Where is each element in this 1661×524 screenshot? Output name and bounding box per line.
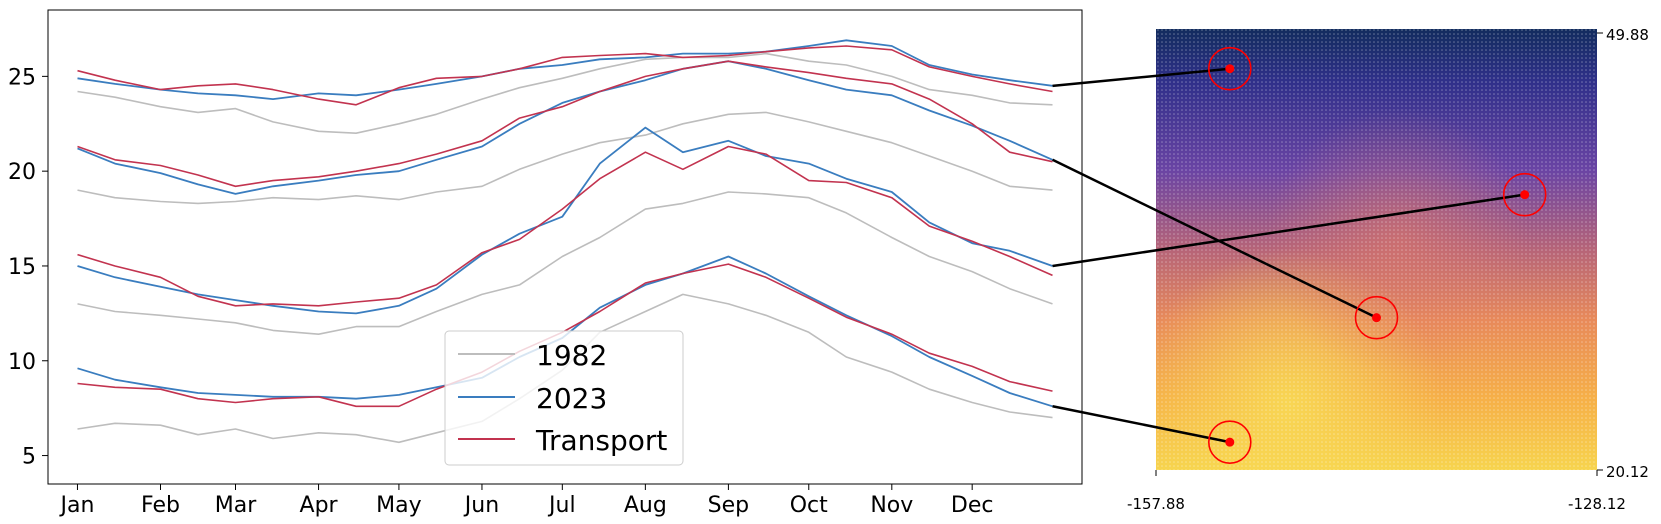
map-ytick-label-bottom: 20.12 — [1606, 463, 1649, 481]
x-tick-label: Oct — [790, 493, 828, 518]
y-tick-label: 10 — [8, 350, 36, 375]
station-markers — [1207, 46, 1547, 464]
connector-line-station-3 — [1052, 193, 1525, 268]
x-axis: Jan Feb Mar Apr May Jun Jul Aug Sep Oct Nov Dec — [59, 484, 994, 518]
x-tick-label: Nov — [870, 493, 913, 518]
legend-label-2023: 2023 — [536, 382, 607, 415]
station-ring-3 — [1502, 172, 1547, 217]
connector-lines — [1051, 67, 1525, 444]
y-tick-label: 5 — [22, 445, 36, 470]
x-tick-label: Mar — [215, 493, 257, 518]
x-tick-label: May — [376, 493, 421, 518]
y-axis: 5 10 15 20 25 — [8, 65, 48, 470]
line-chart-panel: 5 10 15 20 25 Jan Feb Mar Apr May Jun Jul Aug Sep Oct… — [8, 9, 1083, 518]
map-xtick-label-left: -157.88 — [1127, 495, 1185, 513]
map-ytick-label-top: 49.88 — [1606, 26, 1649, 44]
x-tick-label: Jul — [547, 493, 576, 518]
x-tick-label: Apr — [300, 493, 339, 518]
legend: 1982 2023 Transport — [444, 330, 684, 466]
connector-line-station-4 — [1052, 405, 1231, 444]
x-tick-label: Jun — [463, 493, 499, 518]
series-line-station-3-2023 — [77, 126, 1053, 315]
series-line-station-2-2023 — [77, 60, 1053, 195]
series-line-station-3-transport — [77, 145, 1053, 307]
map-xtick-label-right: -128.12 — [1568, 495, 1626, 513]
series-line-station-3-1982 — [77, 191, 1053, 336]
connector-line-station-2 — [1051, 158, 1378, 319]
station-ring-2 — [1354, 295, 1399, 340]
x-tick-label: Sep — [708, 493, 749, 518]
series-layer — [77, 39, 1053, 444]
x-tick-label: Jan — [59, 493, 95, 518]
legend-box — [444, 330, 684, 466]
legend-label-1982: 1982 — [536, 339, 607, 372]
station-dot-4 — [1225, 437, 1235, 447]
legend-label-transport: Transport — [535, 424, 667, 457]
series-line-station-2-1982 — [77, 111, 1053, 205]
x-tick-label: Aug — [624, 493, 667, 518]
station-dot-1 — [1225, 64, 1235, 74]
series-line-station-1-transport — [77, 45, 1053, 106]
station-ring-1 — [1207, 46, 1252, 91]
series-line-station-1-2023 — [77, 39, 1053, 100]
station-dot-2 — [1372, 313, 1381, 323]
heatmap-grid-dots — [1156, 29, 1597, 470]
series-line-station-2-transport — [77, 60, 1053, 188]
connector-line-station-1 — [1052, 67, 1230, 88]
x-tick-label: Dec — [951, 493, 994, 518]
y-tick-label: 15 — [8, 255, 36, 280]
y-tick-label: 20 — [8, 160, 36, 185]
map-heatmap-panel: 49.88 20.12 -157.88 -128.12 — [1127, 26, 1649, 513]
station-ring-4 — [1207, 420, 1252, 464]
series-line-station-1-1982 — [77, 52, 1053, 134]
x-tick-label: Feb — [141, 493, 180, 518]
y-tick-label: 25 — [8, 65, 36, 90]
station-dot-3 — [1520, 190, 1530, 200]
